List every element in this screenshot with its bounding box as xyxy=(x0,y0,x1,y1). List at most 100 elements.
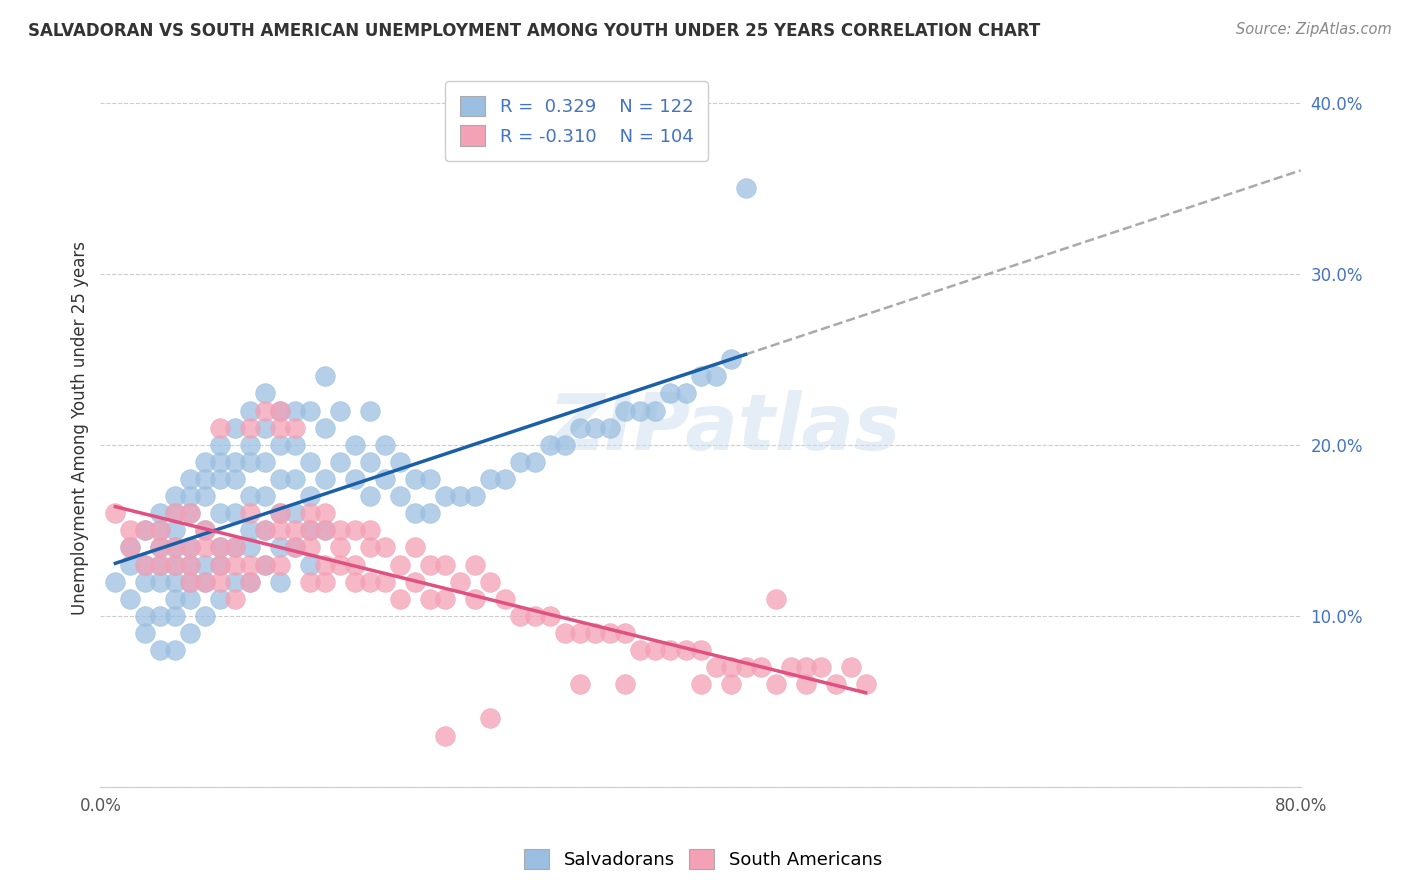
Point xyxy=(329,455,352,469)
Point xyxy=(540,438,562,452)
Point xyxy=(165,608,187,623)
Point xyxy=(689,643,711,657)
Point xyxy=(704,369,727,384)
Point xyxy=(720,352,742,367)
Point xyxy=(209,420,232,434)
Point xyxy=(134,558,156,572)
Point xyxy=(344,524,367,538)
Point xyxy=(239,541,262,555)
Point xyxy=(659,386,682,401)
Point xyxy=(209,506,232,520)
Legend: R =  0.329    N = 122, R = -0.310    N = 104: R = 0.329 N = 122, R = -0.310 N = 104 xyxy=(446,81,707,161)
Point xyxy=(239,489,262,503)
Point xyxy=(314,558,336,572)
Point xyxy=(179,558,201,572)
Point xyxy=(524,455,547,469)
Point xyxy=(165,541,187,555)
Point xyxy=(194,574,217,589)
Point xyxy=(404,574,426,589)
Point xyxy=(314,472,336,486)
Point xyxy=(165,506,187,520)
Point xyxy=(449,574,471,589)
Point xyxy=(765,677,787,691)
Point xyxy=(134,608,156,623)
Point xyxy=(269,506,291,520)
Point xyxy=(269,403,291,417)
Point xyxy=(585,420,607,434)
Point xyxy=(765,591,787,606)
Point xyxy=(179,489,201,503)
Point xyxy=(239,558,262,572)
Point xyxy=(224,574,246,589)
Point xyxy=(165,643,187,657)
Point xyxy=(404,506,426,520)
Point xyxy=(389,558,412,572)
Point xyxy=(224,472,246,486)
Point xyxy=(149,506,172,520)
Point xyxy=(689,369,711,384)
Point xyxy=(194,455,217,469)
Point xyxy=(224,506,246,520)
Point xyxy=(194,608,217,623)
Point xyxy=(194,574,217,589)
Point xyxy=(284,420,307,434)
Point xyxy=(165,541,187,555)
Point xyxy=(239,506,262,520)
Point xyxy=(165,591,187,606)
Point xyxy=(389,591,412,606)
Point xyxy=(179,591,201,606)
Point xyxy=(165,574,187,589)
Point xyxy=(344,574,367,589)
Point xyxy=(614,626,637,640)
Point xyxy=(254,558,277,572)
Point xyxy=(599,626,621,640)
Point xyxy=(165,506,187,520)
Point xyxy=(194,472,217,486)
Point xyxy=(179,558,201,572)
Point xyxy=(134,558,156,572)
Point xyxy=(675,386,697,401)
Point xyxy=(134,574,156,589)
Point xyxy=(284,524,307,538)
Point xyxy=(134,524,156,538)
Point xyxy=(359,489,381,503)
Point xyxy=(464,489,486,503)
Point xyxy=(165,558,187,572)
Point xyxy=(209,541,232,555)
Point xyxy=(269,506,291,520)
Point xyxy=(329,558,352,572)
Point xyxy=(239,574,262,589)
Point xyxy=(720,660,742,674)
Point xyxy=(314,524,336,538)
Point xyxy=(120,558,142,572)
Point xyxy=(494,591,516,606)
Point xyxy=(254,558,277,572)
Point xyxy=(179,506,201,520)
Point xyxy=(224,420,246,434)
Point xyxy=(284,541,307,555)
Point xyxy=(344,472,367,486)
Point xyxy=(179,541,201,555)
Point xyxy=(179,541,201,555)
Point xyxy=(194,489,217,503)
Y-axis label: Unemployment Among Youth under 25 years: Unemployment Among Youth under 25 years xyxy=(72,241,89,615)
Point xyxy=(644,403,666,417)
Point xyxy=(434,489,457,503)
Point xyxy=(704,660,727,674)
Point xyxy=(299,489,322,503)
Point xyxy=(464,591,486,606)
Point xyxy=(134,524,156,538)
Point xyxy=(209,591,232,606)
Point xyxy=(359,541,381,555)
Point xyxy=(374,574,396,589)
Point xyxy=(449,489,471,503)
Point xyxy=(374,438,396,452)
Point xyxy=(419,472,441,486)
Point xyxy=(479,574,502,589)
Point xyxy=(585,626,607,640)
Point xyxy=(434,558,457,572)
Point xyxy=(179,472,201,486)
Point xyxy=(794,677,817,691)
Point xyxy=(824,677,846,691)
Point xyxy=(419,591,441,606)
